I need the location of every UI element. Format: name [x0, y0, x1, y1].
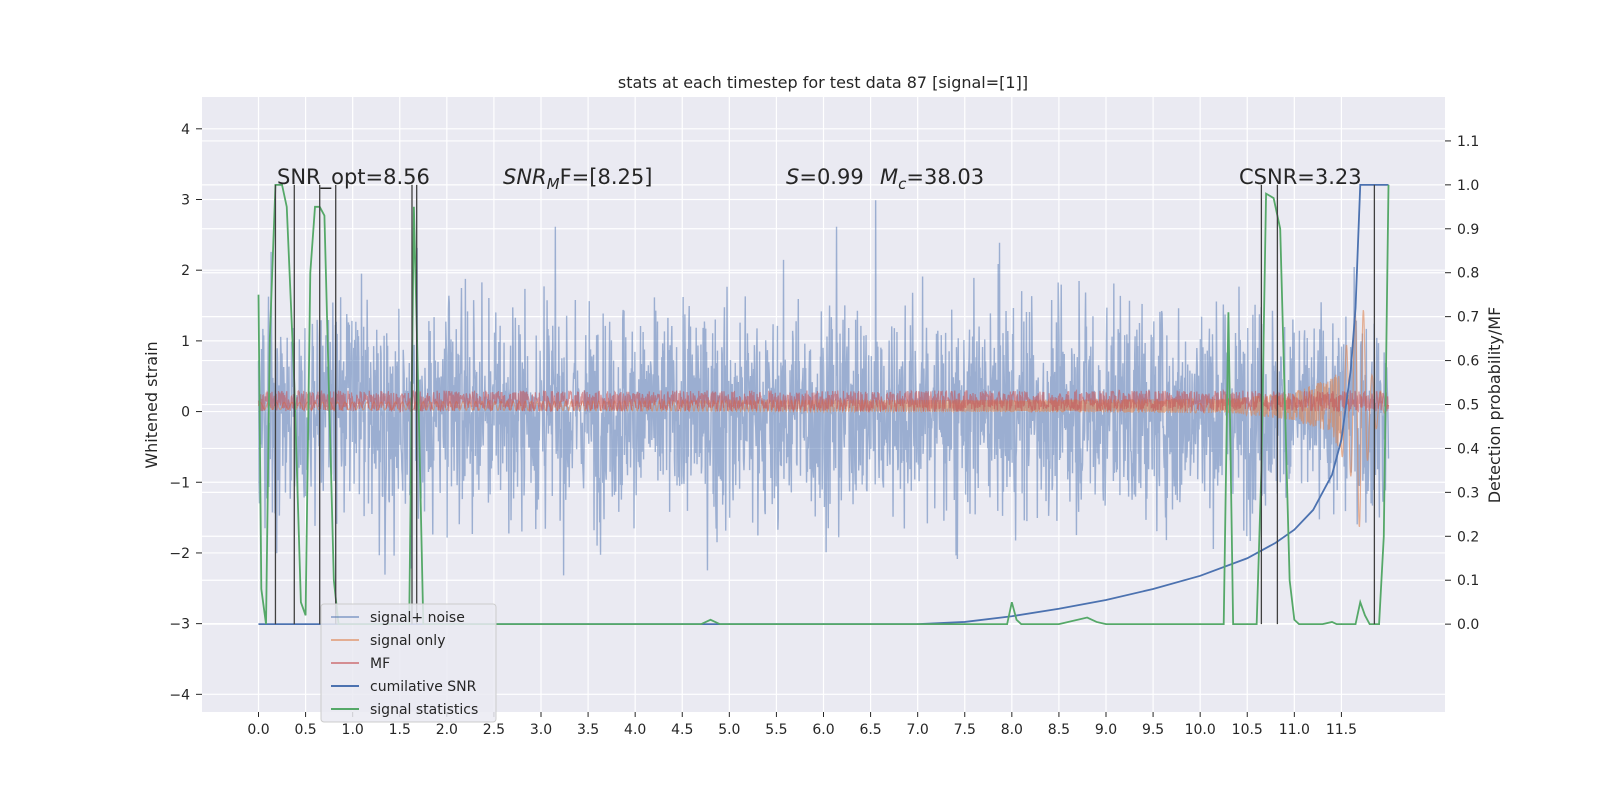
y2-tick-label: 0.9: [1457, 222, 1479, 238]
y-tick-label: −3: [169, 617, 190, 633]
y2-tick-label: 0.5: [1457, 398, 1479, 414]
x-tick-label: 6.0: [812, 722, 834, 738]
y-axis-left: 4 3 2 1 0 −1 −2 −3 −4: [169, 122, 202, 703]
y-tick-label: 1: [181, 334, 190, 350]
annotation-snr-opt: SNR_opt=8.56: [277, 165, 430, 190]
x-tick-label: 5.0: [718, 722, 740, 738]
x-tick-label: 1.5: [389, 722, 411, 738]
x-tick-label: 8.5: [1048, 722, 1070, 738]
y-tick-label: 4: [181, 122, 190, 138]
y-tick-label: 0: [181, 405, 190, 421]
x-tick-label: 9.5: [1142, 722, 1164, 738]
annotation-csnr: CSNR=3.23: [1239, 165, 1362, 189]
x-tick-label: 2.0: [436, 722, 458, 738]
annotation-snr-mf: SNRMF=[8.25]: [503, 165, 652, 193]
y2-tick-label: 0.4: [1457, 441, 1479, 457]
x-tick-label: 10.0: [1185, 722, 1216, 738]
y2-tick-label: 0.1: [1457, 573, 1479, 589]
x-tick-label: 0.5: [294, 722, 316, 738]
y2-tick-label: 1.1: [1457, 134, 1479, 150]
series-signal-noise: [257, 200, 1390, 576]
legend-label-cumulative-snr: cumilative SNR: [370, 679, 477, 695]
y2-tick-label: 0.0: [1457, 617, 1479, 633]
series-layer: [257, 183, 1390, 626]
legend-label-mf: MF: [370, 656, 390, 672]
chart-title: stats at each timestep for test data 87 …: [618, 73, 1028, 92]
y-tick-label: 2: [181, 263, 190, 279]
y-axis-right: 1.1 1.0 0.9 0.8 0.7 0.6 0.5 0.4 0.3 0.2 0.1 0.0: [1445, 134, 1479, 633]
x-tick-label: 6.5: [859, 722, 881, 738]
x-tick-label: 11.0: [1279, 722, 1310, 738]
legend-label-signal-noise: signal+ noise: [370, 610, 465, 626]
y-tick-label: −4: [169, 687, 190, 703]
x-axis: 0.0 0.5 1.0 1.5 2.0 2.5 3.0 3.5 4.0 4.5 5.0 5.5 6.0 6…: [247, 712, 1357, 738]
legend-label-signal-statistics: signal statistics: [370, 702, 478, 718]
series-cumulative-snr: [258, 183, 1389, 626]
x-tick-label: 1.0: [342, 722, 364, 738]
annotations: SNR_opt=8.56 SNRMF=[8.25] S=0.99 Mc=38.0…: [277, 165, 1362, 193]
y-axis-label: Whitened strain: [142, 341, 161, 468]
x-tick-label: 7.5: [954, 722, 976, 738]
y2-tick-label: 0.2: [1457, 529, 1479, 545]
annotation-mc: Mc=38.03: [880, 165, 984, 193]
y2-tick-label: 0.8: [1457, 266, 1479, 282]
y2-tick-label: 0.6: [1457, 354, 1479, 370]
x-tick-label: 2.5: [483, 722, 505, 738]
y-tick-label: 3: [181, 193, 190, 209]
y-tick-label: −2: [169, 546, 190, 562]
x-tick-label: 7.0: [907, 722, 929, 738]
x-tick-label: 8.0: [1001, 722, 1023, 738]
annotation-s: S=0.99: [786, 165, 864, 189]
series-mf: [257, 388, 1390, 414]
series-signal-statistics: [257, 183, 1390, 626]
y2-tick-label: 0.3: [1457, 485, 1479, 501]
x-tick-label: 3.0: [530, 722, 552, 738]
vertical-markers: [274, 184, 1376, 625]
y-tick-label: −1: [169, 475, 190, 491]
x-tick-label: 4.5: [671, 722, 693, 738]
y2-tick-label: 0.7: [1457, 310, 1479, 326]
x-tick-label: 3.5: [577, 722, 599, 738]
x-tick-label: 0.0: [247, 722, 269, 738]
legend-label-signal-only: signal only: [370, 633, 445, 649]
y2-axis-label: Detection probability/MF: [1485, 307, 1504, 504]
legend-box: [320, 603, 497, 723]
x-tick-label: 5.5: [765, 722, 787, 738]
x-tick-label: 9.0: [1095, 722, 1117, 738]
x-tick-label: 10.5: [1232, 722, 1263, 738]
legend: signal+ noise signal only MF cumilative …: [320, 603, 497, 723]
x-tick-label: 11.5: [1326, 722, 1357, 738]
y2-tick-label: 1.0: [1457, 178, 1479, 194]
x-tick-label: 4.0: [624, 722, 646, 738]
